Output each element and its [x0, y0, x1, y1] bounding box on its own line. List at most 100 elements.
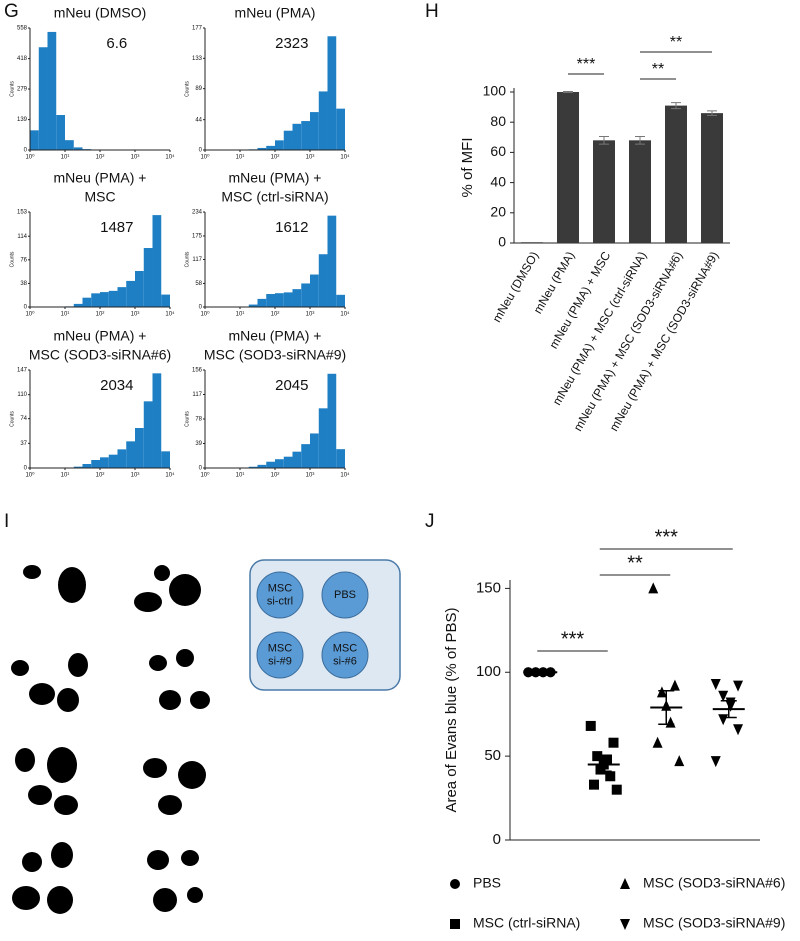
y-tick-label: 100	[483, 83, 507, 99]
histogram-bar	[117, 287, 127, 307]
x-tick-label: 10⁴	[340, 472, 350, 479]
histogram-bar	[161, 294, 170, 307]
y-axis-label: Counts	[184, 411, 190, 427]
histogram-bar	[292, 123, 302, 150]
histogram-bar	[327, 373, 337, 468]
y-axis-label: Counts	[9, 411, 15, 427]
histogram-bar	[301, 283, 310, 307]
y-axis-label: Counts	[9, 251, 15, 267]
y-tick-label: 100	[476, 663, 501, 680]
histogram-bar	[47, 31, 57, 150]
histogram-bar	[82, 464, 92, 468]
histogram-bar	[56, 115, 65, 150]
y-tick-label: 0	[498, 234, 506, 250]
y-axis-label: Counts	[184, 251, 190, 267]
y-tick-label: 74	[20, 416, 27, 422]
y-tick-label: 147	[17, 368, 28, 374]
histogram-bar	[152, 215, 162, 307]
x-tick-label: 10³	[131, 473, 140, 479]
histogram-bar	[266, 461, 275, 468]
y-tick-label: 60	[490, 143, 506, 159]
histogram-title: mNeu (DMSO)	[54, 5, 147, 21]
histogram-bar	[91, 293, 100, 307]
bar	[665, 105, 687, 243]
y-tick-label: 175	[192, 234, 203, 240]
y-tick-label: 0	[24, 148, 28, 154]
x-tick-label: 10⁰	[200, 154, 210, 161]
histogram-title: MSC (SOD3-siRNA#9)	[204, 347, 346, 363]
y-tick-label: 133	[192, 56, 203, 62]
histogram-title: MSC (SOD3-siRNA#6)	[29, 347, 171, 363]
histogram-bar	[82, 297, 92, 307]
y-tick-label: 76	[20, 257, 27, 263]
significance-label: **	[627, 552, 643, 574]
x-tick-label: 10⁴	[165, 311, 175, 318]
point	[611, 784, 622, 795]
point	[710, 756, 721, 768]
x-tick-label: 10²	[96, 312, 105, 318]
histogram-bar	[73, 147, 83, 150]
histogram-bar	[301, 121, 310, 150]
panel-label: H	[425, 1, 439, 22]
y-tick-label: 37	[20, 441, 27, 447]
significance-label: ***	[577, 56, 596, 73]
y-tick-label: 0	[199, 305, 203, 311]
histogram-bar	[310, 433, 319, 468]
point	[595, 764, 606, 775]
y-tick-label: 20	[490, 204, 506, 220]
well	[321, 571, 369, 619]
x-tick-label: 10⁰	[25, 472, 35, 479]
histogram-bar	[327, 215, 337, 307]
point	[608, 737, 619, 748]
histogram-bar	[257, 298, 267, 307]
point	[718, 714, 729, 726]
histogram-bar	[100, 457, 109, 468]
y-tick-label: 156	[192, 368, 203, 374]
mfi-label: 1612	[275, 219, 308, 236]
histogram-bar	[135, 428, 144, 468]
lung-images	[11, 565, 210, 914]
histogram-bar	[283, 292, 293, 307]
legend-marker	[450, 919, 460, 929]
panel-label: I	[4, 511, 9, 532]
x-tick-label: 10⁴	[165, 472, 175, 479]
mfi-label: 1487	[100, 219, 133, 236]
error-bar	[707, 110, 717, 116]
point	[718, 690, 729, 702]
well	[321, 631, 369, 679]
legend-label: MSC (SOD3-siRNA#6)	[643, 875, 785, 891]
y-tick-label: 279	[17, 87, 28, 93]
error-bar	[635, 136, 645, 145]
significance-label: ***	[655, 526, 679, 548]
histogram-title: mNeu (PMA)	[235, 5, 316, 21]
y-tick-label: 117	[192, 392, 202, 398]
histogram-bar	[318, 254, 328, 307]
point	[589, 779, 599, 790]
histogram-bar	[117, 449, 127, 468]
point	[669, 679, 680, 691]
x-tick-label: 10⁴	[165, 154, 175, 161]
error-bar	[563, 91, 573, 93]
y-tick-label: 0	[493, 831, 501, 848]
y-axis-label: Counts	[184, 81, 190, 97]
y-tick-label: 44	[195, 117, 202, 123]
histogram-bar	[275, 293, 284, 307]
legend-marker	[620, 919, 630, 930]
y-tick-label: 0	[199, 148, 203, 154]
point	[602, 754, 612, 765]
y-tick-label: 58	[195, 281, 202, 287]
point	[710, 679, 721, 690]
panel-label: J	[425, 511, 435, 532]
error-bar	[595, 757, 612, 772]
x-tick-label: 10²	[96, 473, 105, 479]
histogram-bar	[336, 294, 345, 307]
legend-label: MSC (SOD3-siRNA#9)	[643, 915, 785, 931]
point	[674, 755, 685, 767]
x-tick-label: 10¹	[61, 312, 70, 318]
error-bar	[658, 689, 675, 726]
significance-label: **	[652, 61, 664, 78]
histogram-bar	[248, 466, 258, 468]
x-tick-label: 10⁰	[200, 311, 210, 318]
x-tick-label: 10³	[306, 473, 315, 479]
